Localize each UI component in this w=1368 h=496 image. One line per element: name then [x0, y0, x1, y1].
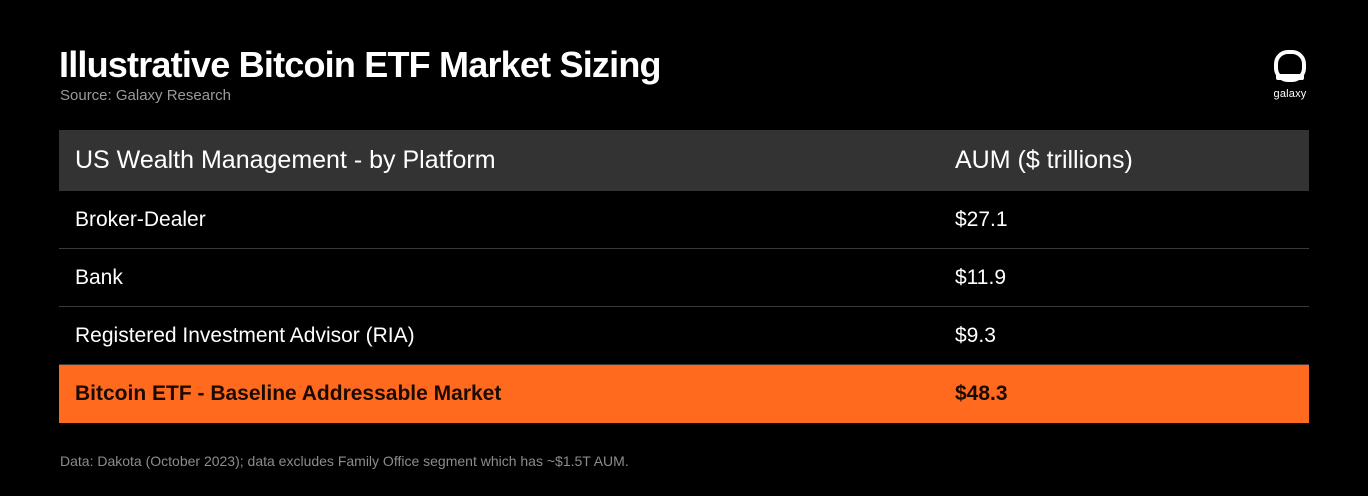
table-row: Registered Investment Advisor (RIA) $9.3 — [59, 307, 1309, 365]
table-row: Broker-Dealer $27.1 — [59, 191, 1309, 249]
row-label: Broker-Dealer — [75, 207, 206, 231]
table-header-row: US Wealth Management - by Platform AUM (… — [59, 130, 1309, 191]
column-header-platform: US Wealth Management - by Platform — [75, 146, 496, 174]
row-label: Bank — [75, 265, 123, 289]
table-row: Bank $11.9 — [59, 249, 1309, 307]
total-row: Bitcoin ETF - Baseline Addressable Marke… — [59, 365, 1309, 423]
column-header-aum: AUM ($ trillions) — [955, 146, 1133, 174]
galaxy-logo-icon — [1274, 50, 1306, 82]
source-label: Source: Galaxy Research — [60, 87, 231, 104]
row-value: $27.1 — [955, 207, 1008, 231]
total-value: $48.3 — [955, 382, 1008, 405]
row-value: $11.9 — [955, 265, 1006, 289]
row-label: Registered Investment Advisor (RIA) — [75, 323, 415, 347]
footnote: Data: Dakota (October 2023); data exclud… — [60, 453, 629, 469]
row-value: $9.3 — [955, 323, 996, 347]
page-title: Illustrative Bitcoin ETF Market Sizing — [59, 44, 662, 85]
logo-text: galaxy — [1273, 88, 1307, 100]
total-label: Bitcoin ETF - Baseline Addressable Marke… — [75, 382, 502, 405]
galaxy-logo: galaxy — [1262, 48, 1318, 100]
market-sizing-table: US Wealth Management - by Platform AUM (… — [59, 130, 1309, 423]
